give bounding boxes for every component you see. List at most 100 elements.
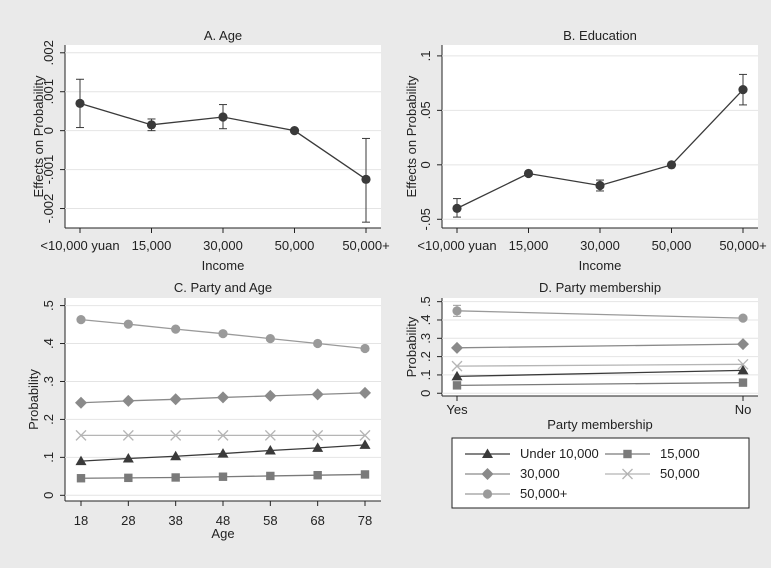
legend-marker — [622, 468, 633, 480]
panel-a-age: -.002 -.001 0 .001 .002 <10,000 yuan 15,000 30,… — [31, 28, 390, 273]
legend-label: 50,000 — [660, 466, 700, 481]
data-point — [264, 445, 276, 455]
data-point — [738, 313, 748, 323]
x-axis-label: Income — [202, 258, 245, 273]
series-30-000 — [451, 338, 749, 354]
data-point — [217, 429, 229, 441]
data-point — [452, 381, 462, 390]
series-effect — [452, 73, 748, 218]
data-point — [123, 319, 133, 329]
series-under-10-000 — [75, 439, 371, 466]
data-point — [122, 394, 135, 407]
x-tick-label: Yes — [446, 402, 468, 417]
legend-label: 30,000 — [520, 466, 560, 481]
y-tick-label: 0 — [418, 161, 433, 168]
y-tick-label: 0 — [41, 492, 56, 499]
y-tick-label: .3 — [418, 333, 433, 344]
data-point — [523, 168, 534, 179]
data-point — [146, 120, 157, 130]
y-tick-label: .4 — [41, 338, 56, 349]
legend-marker — [482, 489, 493, 499]
data-point — [311, 388, 324, 401]
legend-label: Under 10,000 — [520, 446, 599, 461]
data-point — [359, 386, 371, 399]
data-point — [170, 450, 182, 461]
x-tick-label: 48 — [216, 513, 230, 528]
data-point — [360, 343, 370, 354]
y-tick-label: -.002 — [41, 194, 56, 224]
data-point — [737, 338, 749, 351]
y-tick-label: .2 — [418, 351, 433, 362]
data-point — [75, 396, 87, 409]
x-tick-label: 50,000+ — [719, 238, 766, 253]
data-point — [124, 473, 133, 483]
x-tick-label: No — [735, 402, 752, 417]
data-point — [361, 174, 371, 184]
x-tick-label: 15,000 — [509, 238, 549, 253]
data-point — [122, 429, 134, 441]
x-tick-label: <10,000 yuan — [417, 238, 496, 253]
legend-marker — [481, 468, 494, 480]
x-tick-label: 28 — [121, 513, 135, 528]
panel-title: C. Party and Age — [174, 280, 272, 295]
y-tick-label: .001 — [41, 79, 56, 104]
legend-item: 50,000 — [605, 466, 700, 481]
series-line — [456, 310, 744, 319]
series-50-000- — [452, 304, 748, 323]
legend-box — [451, 437, 750, 509]
data-point — [595, 180, 605, 191]
x-tick-label: 50,000 — [652, 238, 692, 253]
data-point — [289, 126, 300, 136]
data-point — [359, 429, 371, 441]
legend-marker — [482, 448, 493, 458]
legend-label: 15,000 — [660, 446, 700, 461]
y-tick-label: .5 — [41, 300, 56, 311]
legend-item: 15,000 — [605, 446, 700, 461]
data-point — [312, 442, 324, 452]
data-point — [452, 203, 462, 213]
legend-item: Under 10,000 — [465, 446, 599, 461]
panel-title: B. Education — [563, 28, 637, 43]
x-tick-label: 30,000 — [580, 238, 620, 253]
y-tick-label: .1 — [418, 50, 433, 61]
data-point — [218, 472, 228, 481]
y-tick-label: .2 — [41, 414, 56, 425]
series-line — [456, 381, 744, 387]
legend-marker — [623, 449, 632, 459]
data-point — [452, 306, 462, 316]
series-line — [456, 363, 744, 367]
x-axis-label: Party membership — [547, 417, 652, 432]
y-tick-label: .3 — [41, 376, 56, 387]
series-50-000 — [451, 358, 749, 372]
x-axis-label: Income — [579, 258, 622, 273]
x-tick-label: 15,000 — [132, 238, 172, 253]
data-point — [265, 334, 275, 344]
series-line — [456, 343, 744, 349]
y-tick-label: -.05 — [418, 208, 433, 230]
data-point — [218, 112, 228, 122]
x-tick-label: 50,000+ — [342, 238, 389, 253]
data-point — [122, 453, 134, 463]
data-point — [75, 455, 87, 466]
series-15-000 — [76, 470, 370, 483]
y-tick-label: .1 — [418, 370, 433, 381]
series-under-10-000 — [451, 364, 749, 381]
data-point — [666, 160, 677, 170]
plot-area — [442, 45, 758, 228]
data-point — [359, 439, 371, 449]
data-point — [266, 471, 275, 481]
panel-title: A. Age — [204, 28, 242, 43]
data-point — [171, 324, 181, 334]
x-tick-label: 78 — [358, 513, 372, 528]
x-tick-label: 68 — [310, 513, 324, 528]
x-tick-label: 58 — [263, 513, 277, 528]
data-point — [171, 473, 180, 482]
y-tick-label: -.001 — [41, 155, 56, 185]
y-axis-label: Effects on Probability — [404, 75, 419, 197]
series-30-000 — [75, 386, 371, 409]
y-tick-label: .05 — [418, 101, 433, 119]
panel-title: D. Party membership — [539, 280, 661, 295]
legend-item: 30,000 — [465, 466, 560, 481]
data-point — [451, 370, 463, 381]
